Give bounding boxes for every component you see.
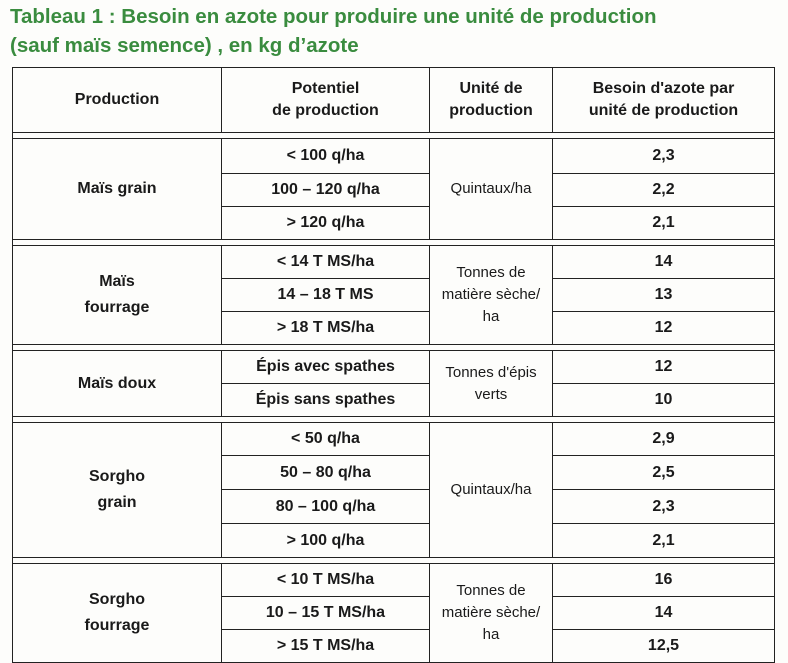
production-label: Maïs grain (77, 180, 157, 197)
besoin-value-cell: 2,3 (552, 489, 775, 524)
besoin-value-cell: 12 (552, 311, 775, 345)
potentiel-cell: > 15 T MS/ha (221, 629, 430, 663)
potentiel-cell: 100 – 120 q/ha (221, 173, 430, 207)
potentiel-cell: Épis sans spathes (221, 383, 430, 417)
nitrogen-needs-table: Production Potentiel de production Unité … (12, 67, 775, 663)
unit-label: Tonnes de (456, 582, 526, 599)
production-cell: Sorgho fourrage (12, 563, 222, 663)
potentiel-cell: 50 – 80 q/ha (221, 455, 430, 490)
besoin-value-cell: 2,1 (552, 206, 775, 240)
table-row: > 100 q/ha 2,1 (13, 523, 775, 558)
unit-label: Quintaux/ha (450, 180, 532, 197)
table-row: > 120 q/ha 2,1 (13, 206, 775, 240)
table-row: 100 – 120 q/ha 2,2 (13, 173, 775, 207)
potentiel-cell: 10 – 15 T MS/ha (221, 596, 430, 630)
potentiel-cell: 14 – 18 T MS (221, 278, 430, 312)
unit-cell: Tonnes d'épis verts (429, 350, 553, 417)
unit-cell: Tonnes de matière sèche/ha (429, 245, 553, 345)
potentiel-cell: > 100 q/ha (221, 523, 430, 558)
unit-cell: Tonnes de matière sèche/ha (429, 563, 553, 663)
production-cell: Maïs grain (12, 138, 222, 240)
header-production: Production (12, 67, 222, 133)
production-cell: Maïs fourrage (12, 245, 222, 345)
header-unite: Unité de production (429, 67, 553, 133)
besoin-value-cell: 12 (552, 350, 775, 384)
table-row: Maïs grain < 100 q/ha Quintaux/ha 2,3 (12, 138, 775, 240)
table-row: 50 – 80 q/ha 2,5 (13, 455, 775, 490)
production-cell: Maïs doux (12, 350, 222, 417)
unit-cell: Quintaux/ha (429, 138, 553, 240)
title-line-1: Tableau 1 : Besoin en azote pour produir… (10, 5, 657, 28)
production-cell: Sorgho grain (12, 422, 222, 558)
header-row: Production Potentiel de production Unité … (12, 67, 775, 133)
unit-label: matière sèche/ (441, 286, 541, 303)
production-label: fourrage (84, 299, 150, 316)
table-row: 10 – 15 T MS/ha 14 (13, 596, 775, 630)
unit-label: verts (474, 385, 508, 403)
potentiel-cell: < 10 T MS/ha (221, 563, 430, 597)
unit-label: Tonnes d'épis (445, 363, 537, 381)
production-label: Sorgho (89, 591, 145, 608)
table-title: Tableau 1 : Besoin en azote pour produir… (10, 2, 780, 60)
potentiel-cell: < 100 q/ha (221, 138, 430, 174)
unit-label: Tonnes de (456, 264, 526, 281)
besoin-value-cell: 13 (552, 278, 775, 312)
besoin-value-cell: 2,2 (552, 173, 775, 207)
besoin-value-cell: 2,3 (552, 138, 775, 174)
potentiel-cell: 80 – 100 q/ha (221, 489, 430, 524)
besoin-value-cell: 14 (552, 596, 775, 630)
unit-cell: Quintaux/ha (429, 422, 553, 558)
table-row: 80 – 100 q/ha 2,3 (13, 489, 775, 524)
besoin-value-cell: 12,5 (552, 629, 775, 663)
title-line-2: (sauf maïs semence) , en kg d’azote (10, 34, 359, 57)
potentiel-cell: > 18 T MS/ha (221, 311, 430, 345)
header-besoin: Besoin d'azote par unité de production (552, 67, 775, 133)
potentiel-cell: Épis avec spathes (221, 350, 430, 384)
unit-label: matière sèche/ (441, 604, 541, 621)
unit-label: ha (482, 308, 500, 325)
potentiel-cell: < 14 T MS/ha (221, 245, 430, 279)
besoin-value-cell: 14 (552, 245, 775, 279)
unit-label: Quintaux/ha (450, 481, 532, 498)
table-row: Sorgho fourrage < 10 T MS/ha Tonnes de matiè… (12, 563, 775, 663)
table-row: Épis sans spathes 10 (13, 383, 775, 417)
production-label: Sorgho (89, 468, 145, 485)
besoin-value-cell: 2,5 (552, 455, 775, 490)
besoin-value-cell: 16 (552, 563, 775, 597)
header-potentiel: Potentiel de production (221, 67, 430, 133)
potentiel-cell: > 120 q/ha (221, 206, 430, 240)
production-label: fourrage (84, 617, 150, 634)
unit-label: ha (482, 626, 500, 643)
besoin-value-cell: 2,9 (552, 422, 775, 456)
table-row: Maïs fourrage < 14 T MS/ha Tonnes de matière… (12, 245, 775, 345)
table-row: Sorgho grain < 50 q/ha Quintaux/ha 2,9 (12, 422, 775, 558)
potentiel-cell: < 50 q/ha (221, 422, 430, 456)
besoin-value-cell: 2,1 (552, 523, 775, 558)
production-label: Maïs doux (77, 374, 157, 392)
production-label: Maïs (99, 273, 135, 290)
besoin-value-cell: 10 (552, 383, 775, 417)
production-label: grain (97, 494, 137, 511)
table-row: Maïs doux Épis avec spathes Tonnes d'épis v… (12, 350, 775, 417)
